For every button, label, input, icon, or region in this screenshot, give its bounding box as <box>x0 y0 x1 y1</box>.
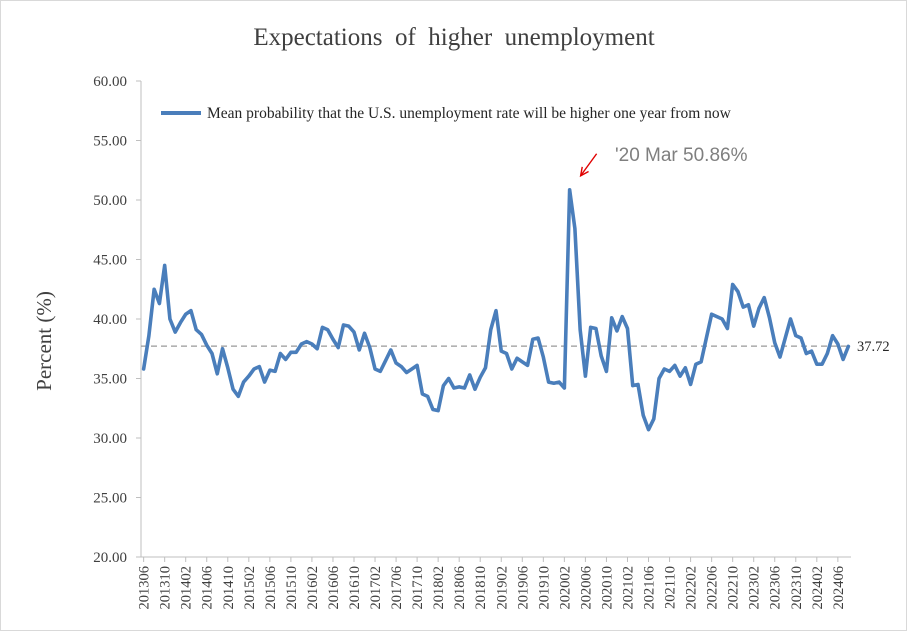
annotation-arrow <box>580 153 598 177</box>
y-tick-label: 35.00 <box>93 372 127 388</box>
x-tick-label: 202402 <box>810 566 826 610</box>
y-tick-label: 30.00 <box>93 431 127 447</box>
y-tick-label: 40.00 <box>93 312 127 328</box>
x-tick-label: 201710 <box>410 566 426 610</box>
peak-annotation: '20 Mar 50.86% <box>579 145 748 178</box>
legend-label: Mean probability that the U.S. unemploym… <box>207 105 732 122</box>
x-tick-label: 201402 <box>179 566 195 610</box>
x-tick-label: 202010 <box>599 566 615 610</box>
x-tick-label: 201306 <box>137 566 153 610</box>
x-tick-label: 202306 <box>768 566 784 610</box>
x-tick-label: 201506 <box>263 566 279 610</box>
reference-line: 37.72 <box>141 339 890 355</box>
chart-title: Expectations of higher unemployment <box>253 24 654 51</box>
x-tick-label: 202002 <box>557 566 573 610</box>
x-tick-label: 201906 <box>515 566 531 610</box>
y-tick-label: 50.00 <box>93 193 127 209</box>
x-tick-label: 201910 <box>536 566 552 610</box>
y-tick-label: 25.00 <box>93 491 127 507</box>
x-tick-label: 202110 <box>663 566 679 609</box>
x-tick-label: 202206 <box>705 566 721 610</box>
x-tick-label: 201502 <box>242 566 258 610</box>
x-tick-label: 201406 <box>200 566 216 610</box>
y-axis: 20.00 25.00 30.00 35.00 40.00 45.00 50.00 55.00… <box>93 74 142 566</box>
x-tick-label: 201810 <box>473 566 489 610</box>
series-layer <box>141 187 851 432</box>
x-tick-label: 201606 <box>326 566 342 610</box>
x-tick-label: 202302 <box>747 566 763 610</box>
series-line <box>141 187 851 432</box>
x-tick-label: 202006 <box>578 566 594 610</box>
x-tick-label: 201410 <box>221 566 237 610</box>
x-axis: 201306 201310 201402 201406 201410 201502 2015… <box>137 556 851 610</box>
annotation-arrow-head <box>579 166 589 178</box>
x-tick-label: 201510 <box>284 566 300 610</box>
x-tick-label: 202102 <box>620 566 636 610</box>
x-tick-label: 201702 <box>368 566 384 610</box>
reference-line-label: 37.72 <box>857 339 890 355</box>
annotation-label: '20 Mar 50.86% <box>615 145 748 166</box>
x-tick-label: 201310 <box>158 566 174 610</box>
y-tick-label: 55.00 <box>93 134 127 150</box>
x-tick-label: 201806 <box>452 566 468 610</box>
y-tick-label: 60.00 <box>93 74 127 90</box>
x-tick-label: 202210 <box>726 566 742 610</box>
y-tick-label: 20.00 <box>93 550 127 566</box>
x-tick-label: 202310 <box>789 566 805 610</box>
x-tick-label: 201902 <box>494 566 510 610</box>
x-tick-label: 202202 <box>684 566 700 610</box>
y-tick-label: 45.00 <box>93 253 127 269</box>
x-tick-label: 201602 <box>305 566 321 610</box>
x-tick-label: 201802 <box>431 566 447 610</box>
x-tick-label: 202106 <box>642 566 658 610</box>
x-tick-label: 202406 <box>831 566 847 610</box>
legend: Mean probability that the U.S. unemploym… <box>161 105 732 122</box>
y-axis-label: Percent (%) <box>32 291 56 391</box>
x-tick-label: 201706 <box>389 566 405 610</box>
x-tick-label: 201610 <box>347 566 363 610</box>
